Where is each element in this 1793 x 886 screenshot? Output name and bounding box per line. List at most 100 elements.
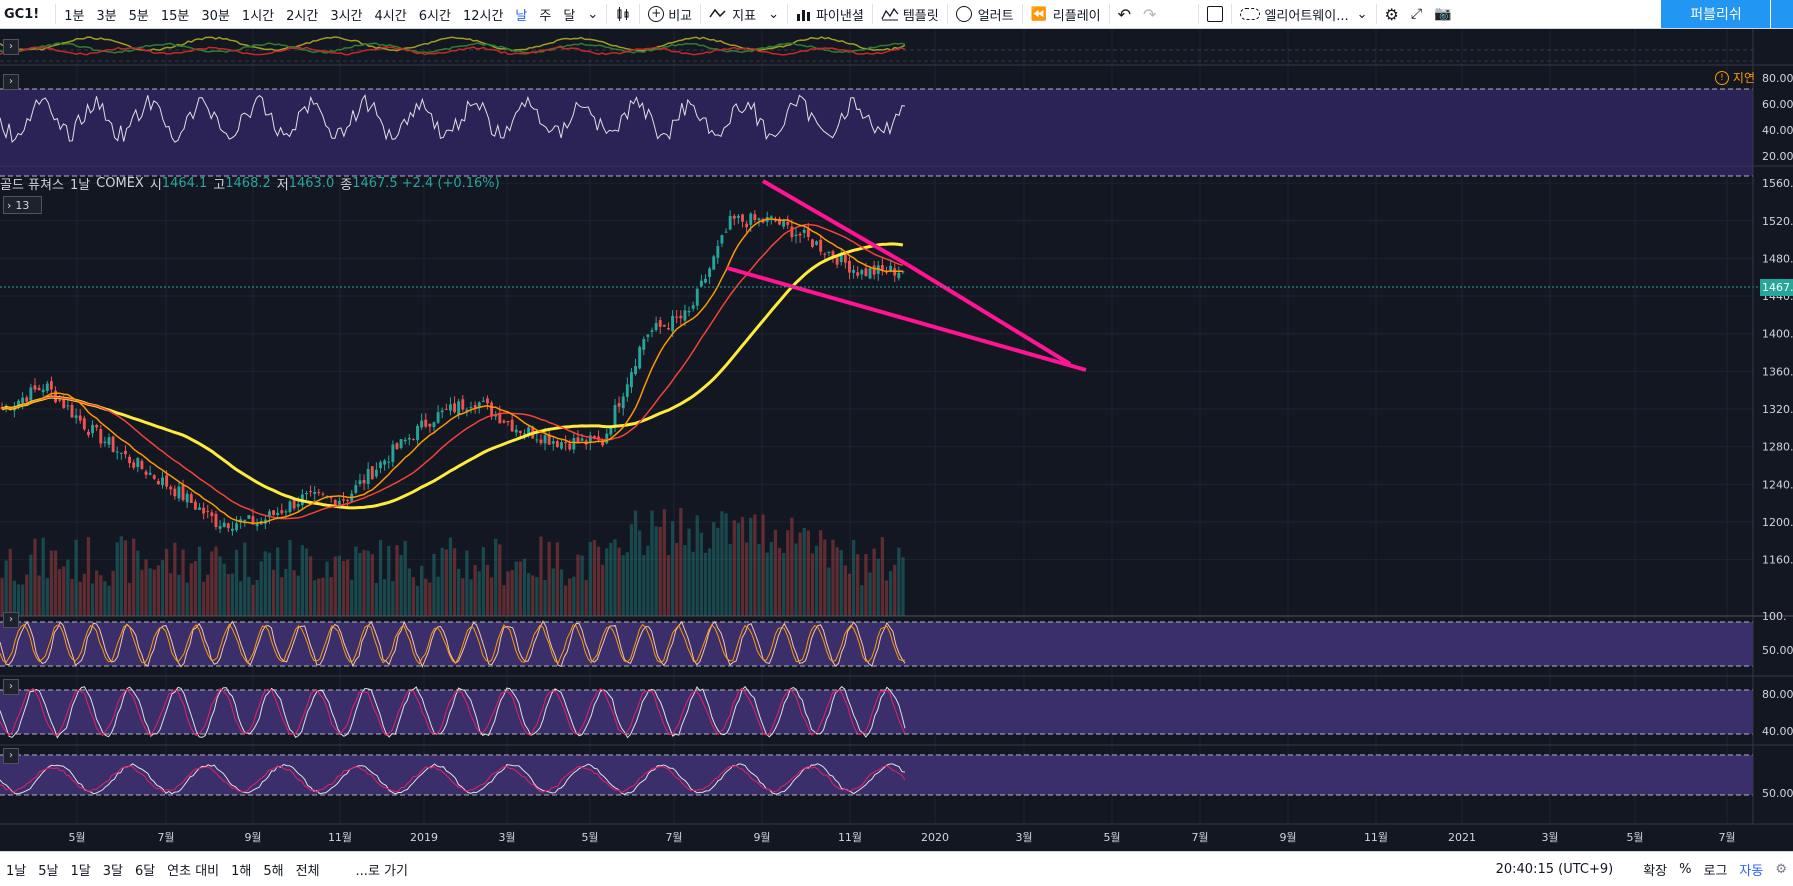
range-5d[interactable]: 5날 — [38, 863, 59, 879]
candle-body — [214, 513, 218, 527]
publish-button[interactable]: 퍼블리쉬 — [1661, 0, 1771, 28]
interval-5m[interactable]: 5분 — [128, 8, 149, 24]
camera-icon[interactable]: 📷 — [1434, 6, 1452, 22]
candle-body — [802, 229, 806, 233]
interval-week[interactable]: 주 — [539, 8, 552, 24]
volume-bar — [160, 560, 165, 616]
fullscreen-layout-icon[interactable] — [1201, 0, 1229, 28]
candle-body — [128, 456, 132, 464]
volume-bar — [461, 578, 465, 616]
interval-3h[interactable]: 3시간 — [330, 8, 363, 24]
candle-body — [387, 461, 391, 463]
hidden-indicators-toggle[interactable]: › 13 — [3, 196, 42, 214]
interval-month[interactable]: 달 — [563, 8, 576, 24]
volume-bar — [452, 548, 457, 616]
rewind-icon: ⏪ — [1030, 6, 1047, 22]
range-all[interactable]: 전체 — [295, 863, 320, 879]
templates-button[interactable]: 템플릿 — [875, 0, 945, 28]
layout-menu-button[interactable]: 엘리어트웨이... ⌄ — [1234, 0, 1373, 28]
symbol-search[interactable]: GC1! — [4, 6, 40, 22]
range-6m[interactable]: 6달 — [134, 863, 156, 879]
volume-bar — [584, 580, 588, 616]
volume-bar — [296, 575, 300, 616]
candle-body — [794, 234, 798, 237]
candle-body — [440, 410, 444, 413]
price-tick-label: 1320.0 — [1762, 403, 1793, 416]
panel-collapse-icon[interactable]: › — [3, 679, 19, 695]
log-toggle[interactable]: 로그 — [1703, 863, 1728, 879]
range-5y[interactable]: 5해 — [263, 863, 284, 879]
range-1y[interactable]: 1해 — [231, 863, 252, 879]
candle-style-icon[interactable] — [609, 0, 637, 28]
volume-bar — [893, 564, 897, 616]
compare-button[interactable]: + 비교 — [642, 0, 698, 28]
volume-bar — [642, 554, 646, 616]
interval-day[interactable]: 날 — [515, 8, 528, 24]
financials-button[interactable]: 파이낸셜 — [790, 0, 870, 28]
range-ytd[interactable]: 연초 대비 — [167, 863, 220, 879]
volume-bar — [514, 561, 518, 616]
volume-bar — [814, 545, 819, 616]
candle-body — [897, 272, 901, 279]
rsi-tick-label: 80.00 — [1762, 72, 1793, 85]
publish-menu-icon[interactable] — [1770, 0, 1793, 28]
chart-canvas[interactable]: 1560.01520.01480.01440.01400.01360.01320… — [0, 29, 1793, 852]
indicators-dropdown-icon[interactable]: ⌄ — [768, 6, 779, 22]
auto-toggle[interactable]: 자동 — [1739, 863, 1764, 879]
interval-1m[interactable]: 1분 — [64, 8, 85, 24]
range-3m[interactable]: 3달 — [102, 863, 123, 879]
candle-body — [70, 404, 74, 418]
replay-button[interactable]: ⏪ 리플레이 — [1025, 0, 1107, 28]
undo-icon[interactable]: ↶ — [1117, 4, 1132, 24]
fullscreen-icon[interactable]: ⤢ — [1410, 6, 1423, 22]
delay-label: 지연 — [1732, 71, 1755, 85]
volume-bar — [411, 577, 416, 616]
range-1d[interactable]: 1날 — [6, 863, 27, 879]
panel-collapse-icon[interactable]: › — [3, 39, 19, 55]
panel-collapse-icon[interactable]: › — [3, 74, 19, 90]
candle-body — [383, 460, 387, 465]
volume-bar — [74, 539, 78, 616]
interval-6h[interactable]: 6시간 — [418, 8, 451, 24]
axis-settings-gear-icon[interactable]: ⚙ — [1775, 861, 1787, 877]
volume-bar — [329, 577, 333, 616]
volume-bar — [609, 542, 613, 616]
percent-toggle[interactable]: % — [1679, 861, 1692, 877]
interval-2h[interactable]: 2시간 — [286, 8, 319, 24]
volume-bar — [888, 570, 893, 616]
volume-bar — [551, 568, 555, 616]
candle-body — [276, 512, 280, 515]
interval-4h[interactable]: 4시간 — [374, 8, 407, 24]
panel-collapse-icon[interactable]: › — [3, 612, 19, 628]
candle-body — [481, 400, 485, 402]
close-value: 1467.5 — [352, 175, 398, 191]
settings-gear-icon[interactable]: ⚙ — [1384, 4, 1399, 24]
interval-30m[interactable]: 30분 — [201, 8, 230, 24]
indicators-button[interactable]: 지표 — [703, 0, 762, 28]
osc3-tick-label: 50.00 — [1762, 787, 1793, 800]
clock[interactable]: 20:40:15 (UTC+9) — [1495, 861, 1614, 877]
interval-dropdown-icon[interactable]: ⌄ — [587, 6, 599, 22]
redo-icon[interactable]: ↷ — [1143, 4, 1157, 24]
candle-body — [29, 387, 33, 401]
delay-indicator[interactable]: ! 지연 — [1714, 69, 1755, 86]
open-value: 1464.1 — [161, 175, 208, 191]
extend-toggle[interactable]: 확장 — [1643, 863, 1668, 879]
volume-bar — [33, 538, 37, 616]
chart-area[interactable]: 1560.01520.01480.01440.01400.01360.01320… — [0, 29, 1793, 852]
range-1m[interactable]: 1달 — [70, 863, 91, 879]
moving-average-mid — [1, 223, 904, 520]
interval-15m[interactable]: 15분 — [160, 8, 190, 24]
volume-bar — [753, 514, 757, 616]
interval-12h[interactable]: 12시간 — [462, 8, 504, 24]
volume-bar — [62, 566, 66, 616]
alert-button[interactable]: 얼러트 — [950, 0, 1020, 28]
interval-3m[interactable]: 3분 — [96, 8, 117, 24]
volume-bar — [140, 569, 144, 616]
panel-collapse-icon[interactable]: › — [3, 748, 19, 764]
goto-date-button[interactable]: ...로 가기 — [355, 863, 408, 879]
candle-body — [852, 269, 856, 273]
interval-1h[interactable]: 1시간 — [241, 8, 275, 24]
volume-bar — [596, 546, 601, 616]
series-legend[interactable]: 골드 퓨쳐스 1날 COMEX 시 1464.1 고 1468.2 저 1463… — [0, 174, 500, 193]
